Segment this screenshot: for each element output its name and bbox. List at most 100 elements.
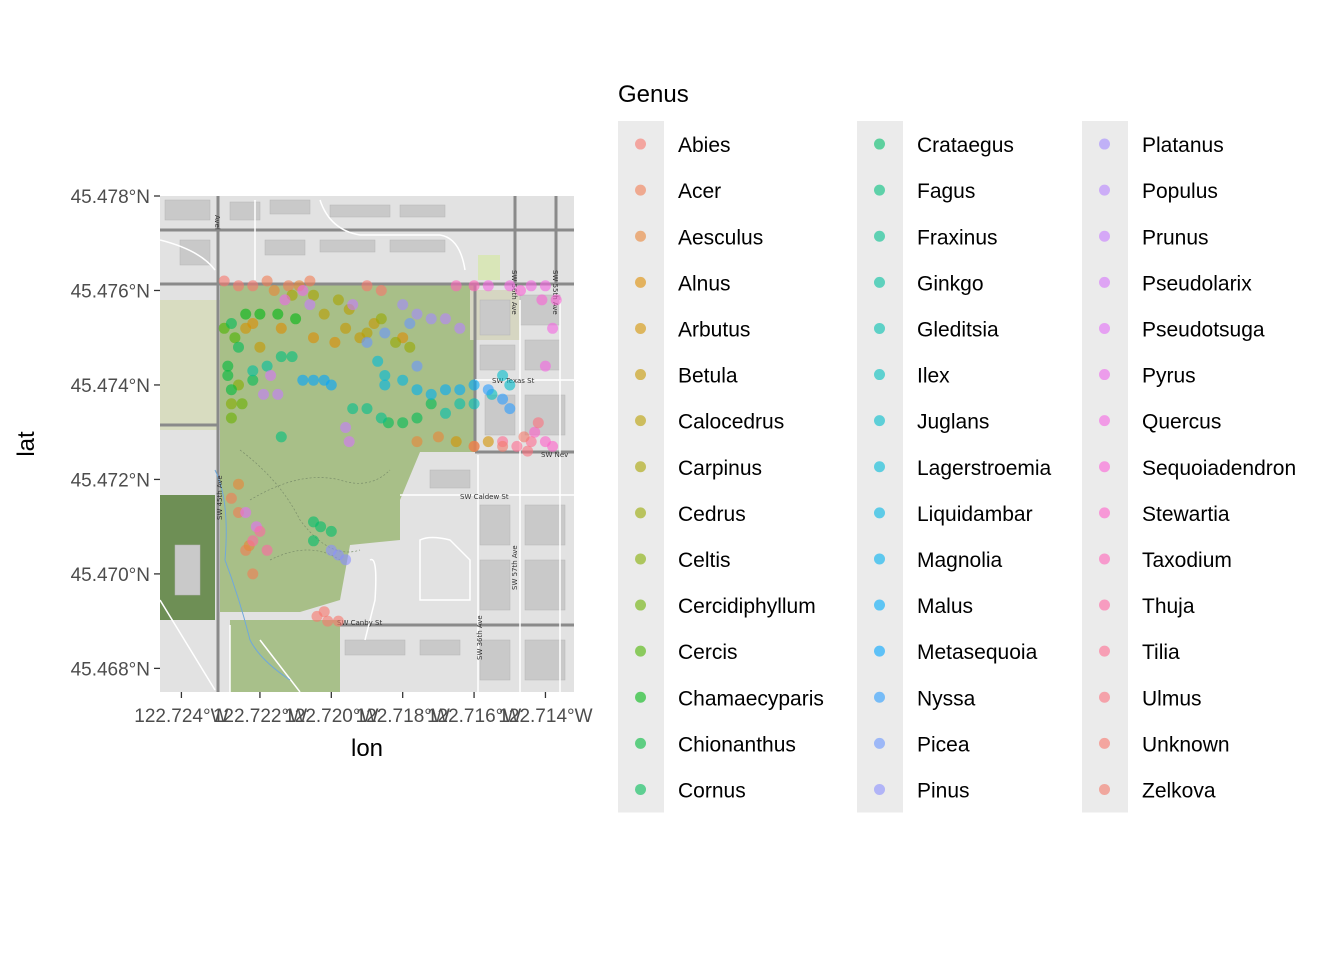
tree-point-cedrus: [375, 313, 387, 325]
legend-swatch: [874, 691, 885, 703]
y-tick-label: 45.474°N: [71, 376, 150, 397]
legend-title: Genus: [618, 81, 689, 108]
tree-point-arbutus: [450, 436, 462, 448]
legend-label: Malus: [917, 595, 973, 618]
tree-point-fagus: [275, 351, 287, 363]
legend-label: Cercis: [678, 641, 738, 664]
tree-point-ginkgo: [247, 365, 259, 377]
legend-swatch: [874, 184, 885, 196]
legend-label: Gleditsia: [917, 318, 999, 341]
legend-swatch: [874, 645, 885, 657]
tree-point-crataegus: [308, 535, 319, 547]
tree-point-zelkova: [468, 440, 480, 452]
tree-point-chamaecyparis: [272, 308, 284, 320]
minor-roads: [160, 199, 574, 692]
legend-label: Alnus: [678, 272, 731, 295]
legend-label: Betula: [678, 365, 738, 388]
tree-point-thuja: [261, 544, 273, 556]
legend-label: Tilia: [1142, 641, 1180, 664]
legend: Abies Acer Aesculus Alnus Arbutus Betula Caloc…: [618, 121, 1296, 813]
tree-point-stewartia: [529, 426, 541, 438]
tree-point-nyssa: [504, 403, 516, 415]
tree-point-abies: [332, 615, 344, 627]
tree-point-acer: [225, 492, 237, 504]
tree-point-prunus: [272, 388, 284, 400]
tree-point-cornus: [247, 374, 259, 386]
legend-swatch: [1099, 553, 1110, 565]
y-tick-label: 45.478°N: [71, 187, 150, 208]
legend-label: Fagus: [917, 180, 975, 203]
tree-point-malus: [454, 384, 466, 396]
tree-point-malus: [440, 384, 451, 396]
legend-swatch: [1099, 507, 1110, 519]
legend-swatch: [635, 322, 646, 334]
tree-point-acer: [261, 275, 273, 287]
tree-point-platanus: [397, 299, 409, 311]
tree-point-cornus: [233, 341, 244, 353]
legend-swatch: [874, 276, 885, 288]
tree-point-fagus: [275, 431, 287, 443]
tree-point-cedrus: [404, 341, 416, 353]
tree-point-cedrus: [390, 336, 402, 348]
tree-point-populus: [440, 313, 451, 325]
tree-point-abies: [322, 615, 334, 627]
y-tick-label: 45.472°N: [71, 470, 150, 491]
tree-point-aesculus: [411, 436, 423, 448]
tree-point-crataegus: [315, 521, 327, 533]
legend-swatch: [635, 461, 646, 473]
tree-point-tilia: [511, 440, 523, 452]
legend-swatch: [1099, 184, 1110, 196]
building-blocks: [164, 199, 566, 681]
tree-point-ulmus: [522, 445, 534, 457]
y-tick-label: 45.476°N: [71, 281, 150, 302]
tree-point-cornus: [225, 318, 237, 329]
legend-label: Thuja: [1142, 595, 1195, 618]
legend-swatch: [1099, 276, 1110, 288]
tree-point-juglans: [504, 379, 516, 391]
x-tick-label: 122.716°W: [427, 706, 521, 727]
legend-label: Acer: [678, 180, 721, 203]
tree-point-picea: [411, 360, 423, 372]
tree-point-chionanthus: [222, 370, 234, 381]
basemap-tiles: SW Texas St SW Caldew St SW Canby St SW …: [160, 196, 574, 692]
street-label-56th: SW 56th Ave: [510, 270, 518, 315]
tree-point-quercus: [539, 280, 551, 292]
tree-point-ginkgo: [261, 360, 273, 372]
legend-swatch: [874, 322, 885, 334]
tree-point-magnolia: [411, 384, 423, 396]
tree-point-cercidiphyllum: [225, 412, 237, 424]
legend-label: Cedrus: [678, 503, 746, 526]
tree-point-ulmus: [532, 417, 544, 429]
tree-point-betula: [340, 322, 352, 334]
legend-label: Ilex: [917, 365, 950, 388]
legend-label: Chamaecyparis: [678, 687, 824, 710]
tree-point-pinus: [340, 554, 352, 566]
legend-swatch: [874, 553, 885, 565]
tree-point-chionanthus: [222, 360, 234, 372]
tree-point-quercus: [504, 280, 516, 292]
legend-label: Pseudolarix: [1142, 272, 1252, 295]
tree-point-magnolia: [425, 388, 437, 400]
legend-swatch: [635, 645, 646, 657]
tree-point-picea: [361, 336, 373, 348]
legend-swatch: [1099, 737, 1110, 749]
legend-swatch: [1099, 461, 1110, 473]
tree-point-fraxinus: [361, 403, 373, 415]
tree-point-metasequoia: [308, 374, 319, 386]
tree-point-populus: [454, 322, 466, 334]
tree-point-acer: [247, 568, 259, 580]
legend-swatch: [1099, 645, 1110, 657]
tree-point-picea: [404, 318, 416, 329]
small-park: [478, 255, 500, 280]
tree-point-sequoiadendron: [550, 294, 562, 306]
legend-label: Zelkova: [1142, 779, 1216, 802]
y-axis-title: lat: [13, 431, 40, 457]
legend-swatch: [1099, 230, 1110, 242]
tree-point-gleditsia: [440, 407, 451, 419]
legend-swatch: [1099, 415, 1110, 427]
legend-label: Ulmus: [1142, 687, 1202, 710]
tree-point-sequoiadendron: [515, 285, 526, 296]
tree-point-chamaecyparis: [290, 313, 302, 325]
legend-swatch: [635, 138, 646, 150]
legend-label: Ginkgo: [917, 272, 984, 295]
